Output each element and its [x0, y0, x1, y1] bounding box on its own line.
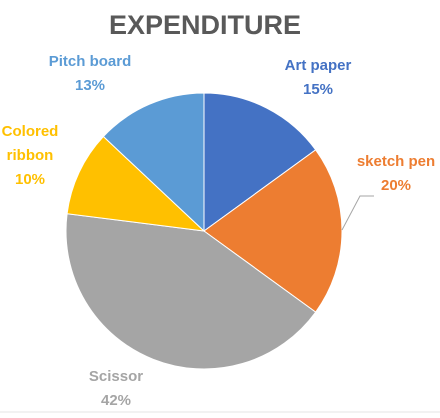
data-label: Pitch board 13% — [35, 50, 145, 98]
leader-line — [341, 195, 374, 231]
data-label: sketch pen 20% — [341, 150, 440, 198]
data-label-name: Pitch board — [48, 53, 132, 70]
data-label-name: Art paper — [284, 57, 352, 74]
pie-slice — [203, 92, 317, 232]
data-label-name: sketch pen — [356, 153, 436, 170]
data-label-value: 42% — [100, 392, 132, 409]
pie-slice — [102, 92, 205, 233]
data-label: Scissor 42% — [76, 365, 156, 413]
pie-slice — [65, 213, 317, 370]
data-label-name: Colored ribbon — [1, 123, 59, 164]
data-label: Art paper 15% — [258, 54, 378, 102]
pie-slice — [66, 135, 206, 232]
data-label-value: 13% — [74, 77, 106, 94]
data-label-value: 10% — [14, 171, 46, 188]
data-label-value: 20% — [380, 177, 412, 194]
data-label: Colored ribbon 10% — [0, 120, 68, 192]
data-label-name: Scissor — [88, 368, 144, 385]
data-label-value: 15% — [302, 81, 334, 98]
pie-slice — [203, 149, 343, 313]
chart-title: EXPENDITURE — [108, 10, 302, 40]
